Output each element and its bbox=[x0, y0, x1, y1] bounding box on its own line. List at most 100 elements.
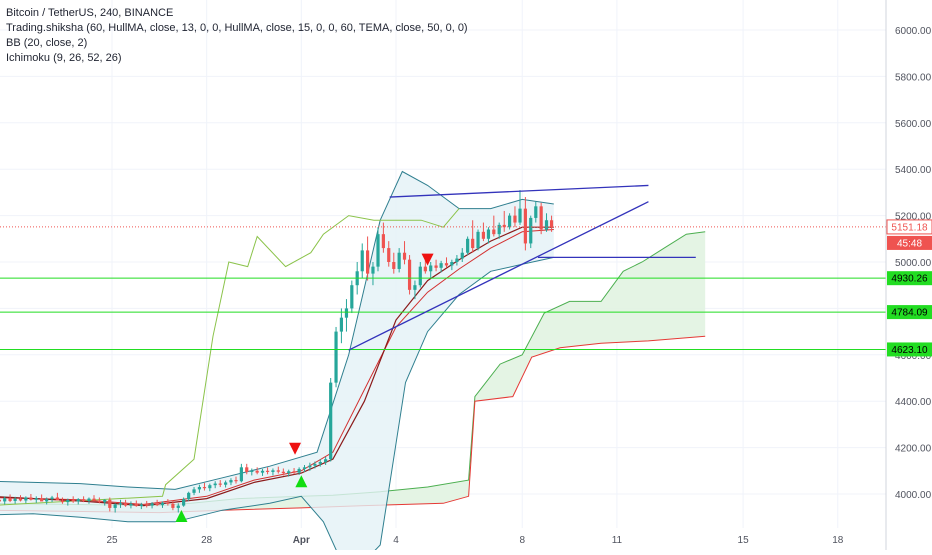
leading-span-b bbox=[0, 335, 706, 514]
candle-up bbox=[466, 238, 470, 253]
time-tick-label: 28 bbox=[201, 535, 213, 546]
candle-down bbox=[492, 229, 496, 235]
candle-up bbox=[197, 487, 202, 490]
candle-up bbox=[66, 499, 70, 503]
candle-down bbox=[523, 208, 527, 244]
candle-up bbox=[76, 499, 80, 502]
price-tick-label: 5800.00 bbox=[895, 72, 932, 83]
trendline bbox=[389, 184, 649, 198]
candle-up bbox=[318, 461, 322, 464]
candle-up bbox=[113, 504, 117, 508]
candle-up bbox=[497, 224, 501, 235]
candle-up bbox=[297, 468, 301, 473]
current-price-badge-border bbox=[886, 219, 932, 235]
chart-legend: Bitcoin / TetherUS, 240, BINANCE Trading… bbox=[6, 6, 468, 66]
candle-down bbox=[40, 498, 44, 502]
candle-down bbox=[55, 497, 60, 501]
candle-up bbox=[187, 492, 191, 500]
current-price-badge-text: 5151.18 bbox=[891, 222, 928, 233]
candle-up bbox=[508, 215, 512, 228]
candle-up bbox=[313, 463, 317, 466]
candle-down bbox=[276, 470, 280, 472]
candle-up bbox=[45, 499, 49, 502]
time-tick-label: 15 bbox=[738, 535, 750, 546]
candle-up bbox=[192, 489, 196, 493]
trendline bbox=[348, 201, 649, 351]
candle-up bbox=[103, 499, 107, 503]
candle-up bbox=[455, 258, 459, 262]
indicator-lines bbox=[0, 208, 554, 507]
candle-up bbox=[308, 465, 312, 468]
candle-down bbox=[71, 499, 75, 502]
hull-ma bbox=[0, 226, 554, 507]
price-tick-label: 5600.00 bbox=[895, 119, 932, 130]
candle-down bbox=[471, 238, 475, 249]
candle-down bbox=[407, 259, 412, 290]
price-tick-label: 4200.00 bbox=[895, 444, 932, 455]
candle-up bbox=[350, 285, 354, 309]
candle-up bbox=[176, 505, 180, 508]
candle-up bbox=[229, 480, 233, 483]
symbol-title[interactable]: Bitcoin / TetherUS, 240, BINANCE bbox=[6, 7, 174, 19]
candle-down bbox=[444, 263, 449, 266]
candle-down bbox=[18, 498, 23, 501]
signal-markers bbox=[175, 253, 434, 523]
candle-up bbox=[486, 229, 491, 239]
level-badge-bg bbox=[887, 342, 932, 357]
indicator-bb[interactable]: BB (20, close, 2) bbox=[6, 37, 88, 49]
candle-up bbox=[87, 498, 91, 501]
sell-signal-icon bbox=[289, 442, 302, 455]
candle-down bbox=[539, 206, 543, 230]
price-tick-label: 4400.00 bbox=[895, 397, 932, 408]
price-tick-label: 5200.00 bbox=[895, 212, 932, 223]
indicator-ichimoku[interactable]: Ichimoku (9, 26, 52, 26) bbox=[6, 52, 122, 64]
candle-up bbox=[302, 467, 307, 469]
time-axis: 25 28 Apr 4 8 11 15 18 bbox=[106, 535, 843, 546]
candle-down bbox=[155, 503, 159, 506]
candle-up bbox=[239, 467, 243, 482]
candle-down bbox=[218, 483, 222, 485]
candle-up bbox=[376, 234, 380, 267]
level-badge-bg bbox=[887, 271, 932, 286]
candle-up bbox=[534, 206, 538, 218]
timer-badge-bg bbox=[887, 235, 932, 250]
candle-down bbox=[387, 248, 391, 262]
candle-up bbox=[208, 485, 212, 489]
candle-down bbox=[145, 504, 149, 506]
candle-down bbox=[108, 499, 112, 508]
candle-up bbox=[250, 470, 254, 472]
candle-up bbox=[439, 263, 443, 268]
candle-up bbox=[429, 265, 433, 272]
candle-up bbox=[271, 470, 275, 472]
candle-down bbox=[8, 498, 12, 501]
buy-signal-icon bbox=[295, 475, 308, 488]
candle-up bbox=[460, 252, 464, 259]
candle-down bbox=[402, 252, 407, 260]
candle-up bbox=[518, 208, 522, 223]
candle-up bbox=[324, 459, 328, 462]
time-tick-label: 25 bbox=[106, 535, 118, 546]
bb-upper bbox=[0, 170, 554, 490]
price-badges: 5151.18 45:48 4930.26 4784.09 4623.10 bbox=[886, 219, 932, 357]
candle-up bbox=[476, 231, 480, 249]
candle-up bbox=[371, 266, 375, 274]
candle-up bbox=[344, 308, 349, 318]
candle-up bbox=[3, 498, 7, 502]
candle-up bbox=[529, 217, 533, 244]
candle-up bbox=[339, 317, 344, 332]
time-tick-label: 11 bbox=[612, 535, 623, 546]
candle-up bbox=[118, 503, 123, 505]
time-tick-label: 8 bbox=[519, 535, 525, 546]
time-tick-label: 18 bbox=[832, 535, 844, 546]
price-tick-label: 4000.00 bbox=[895, 490, 932, 501]
level-badge-text: 4930.26 bbox=[891, 274, 928, 285]
candle-up bbox=[150, 503, 154, 506]
candle-up bbox=[129, 503, 133, 506]
candle-down bbox=[92, 498, 96, 501]
candle-down bbox=[134, 503, 138, 507]
candle-down bbox=[366, 250, 370, 274]
candle-up bbox=[544, 220, 549, 230]
indicator-trading-shiksha[interactable]: Trading.shiksha (60, HullMA, close, 13, … bbox=[6, 22, 468, 34]
